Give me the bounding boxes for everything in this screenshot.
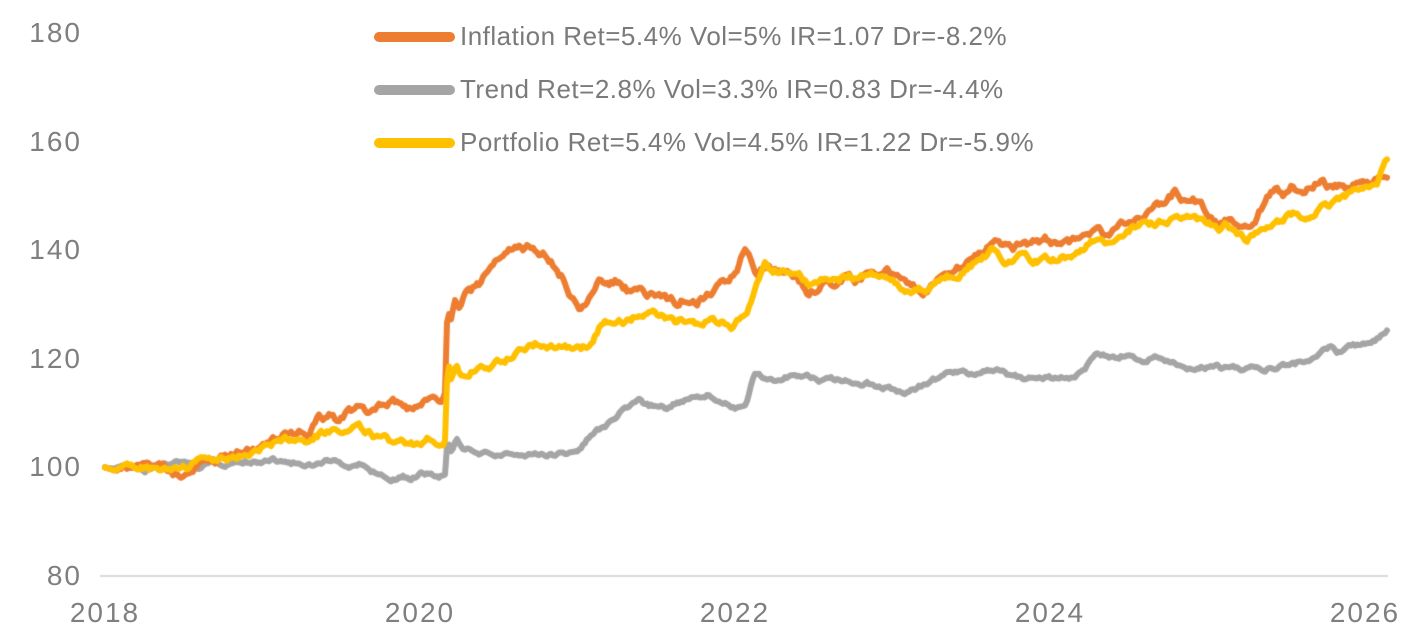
legend-label-portfolio: Portfolio Ret=5.4% Vol=4.5% IR=1.22 Dr=-…: [460, 127, 1035, 157]
x-axis-tick-label: 2026: [1329, 597, 1401, 628]
y-axis-tick-label: 180: [29, 17, 82, 48]
y-axis-tick-label: 80: [46, 560, 82, 591]
legend-label-inflation: Inflation Ret=5.4% Vol=5% IR=1.07 Dr=-8.…: [460, 21, 1008, 51]
legend-line-swatch-trend: [374, 84, 455, 95]
legend-item-portfolio: Portfolio Ret=5.4% Vol=4.5% IR=1.22 Dr=-…: [374, 116, 1034, 169]
y-axis-tick-label: 100: [29, 451, 82, 482]
x-axis-tick-label: 2018: [69, 597, 141, 628]
legend-label-trend: Trend Ret=2.8% Vol=3.3% IR=0.83 Dr=-4.4%: [460, 74, 1004, 104]
legend-line-swatch-portfolio: [374, 137, 455, 148]
legend-line-swatch-inflation: [374, 31, 455, 42]
x-axis-tick-label: 2024: [1014, 597, 1086, 628]
y-axis-tick-label: 160: [29, 126, 82, 157]
legend-item-inflation: Inflation Ret=5.4% Vol=5% IR=1.07 Dr=-8.…: [374, 10, 1034, 63]
x-axis-tick-label: 2020: [384, 597, 456, 628]
x-axis-tick-label: 2022: [699, 597, 771, 628]
y-axis-tick-label: 140: [29, 234, 82, 265]
y-axis-tick-label: 120: [29, 343, 82, 374]
chart-legend: Inflation Ret=5.4% Vol=5% IR=1.07 Dr=-8.…: [374, 10, 1034, 169]
legend-item-trend: Trend Ret=2.8% Vol=3.3% IR=0.83 Dr=-4.4%: [374, 63, 1034, 116]
